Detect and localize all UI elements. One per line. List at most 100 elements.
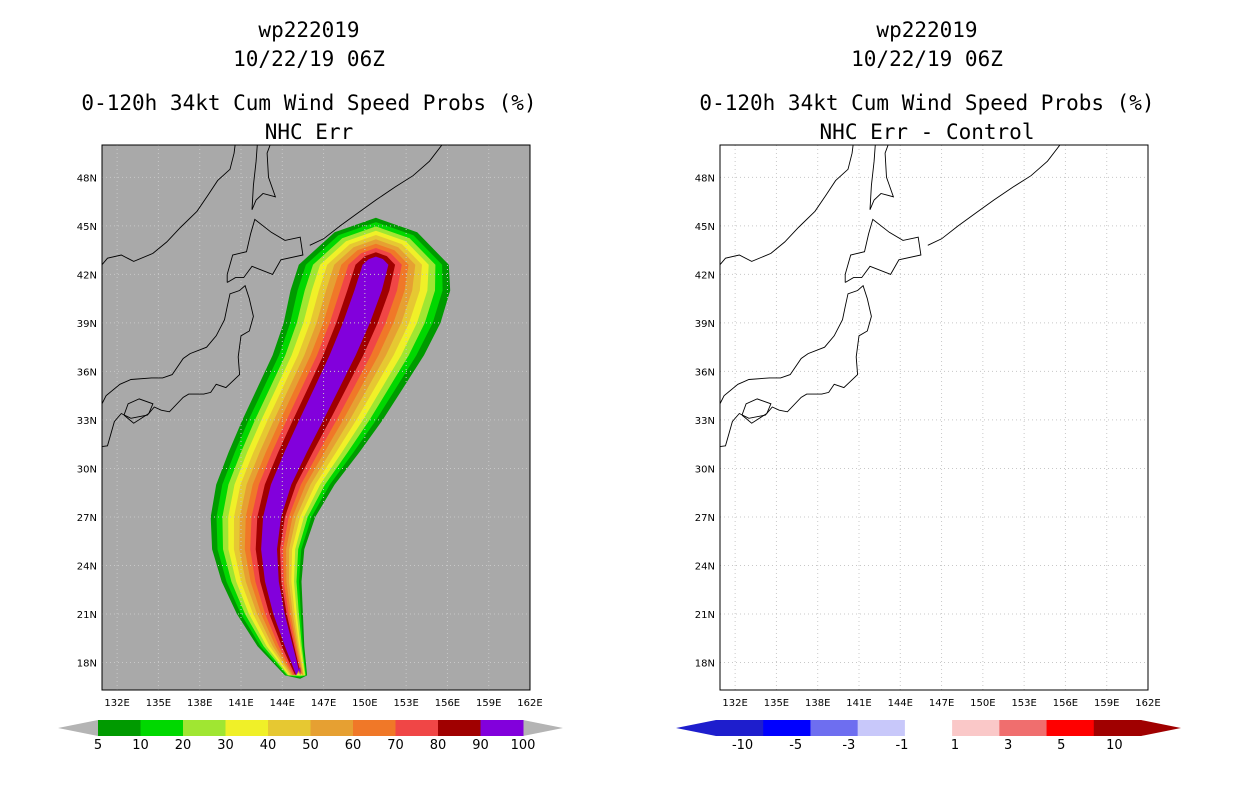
forecast-time: 10/22/19 06Z — [851, 47, 1003, 71]
lat-tick-label: 24N — [695, 561, 715, 572]
colorbar-box — [140, 720, 184, 736]
lon-tick-label: 138E — [187, 698, 212, 709]
lon-tick-label: 135E — [146, 698, 171, 709]
colorbar-label: 100 — [511, 738, 536, 753]
lat-tick-label: 24N — [77, 561, 97, 572]
colorbar-label: 1 — [951, 738, 959, 753]
map-layers — [720, 145, 1148, 690]
lat-tick-label: 21N — [77, 610, 97, 621]
lat-tick-label: 42N — [695, 270, 715, 281]
prob-contour-80 — [255, 252, 396, 676]
coastline — [309, 145, 443, 246]
colorbar-label: 10 — [132, 738, 149, 753]
colorbar-box — [1046, 720, 1095, 736]
colorbar-label: -1 — [895, 738, 908, 753]
colorbar-box — [353, 720, 396, 736]
coastline — [869, 145, 876, 210]
lon-tick-label: 147E — [311, 698, 336, 709]
colorbar-label: 90 — [472, 738, 489, 753]
prob-contour-90 — [261, 256, 389, 676]
coastline — [226, 218, 304, 283]
lat-tick-label: 33N — [77, 416, 97, 427]
lat-tick-label: 48N — [695, 173, 715, 184]
map-right: 132E 135E 138E 141E 144E 147E 150E 153E 156E 159E… — [676, 144, 1181, 753]
coastline — [251, 145, 277, 210]
panel-nhc-err: wp222019 10/22/19 06Z 0-120h 34kt Cum Wi… — [58, 18, 563, 753]
storm-id: wp222019 — [876, 18, 978, 42]
lon-tick-label: 135E — [764, 698, 789, 709]
colorbar-label: -10 — [732, 738, 753, 753]
colorbar-low-arrow — [676, 720, 716, 736]
lon-tick-label: 132E — [722, 698, 747, 709]
product-title: 0-120h 34kt Cum Wind Speed Probs (%) — [81, 91, 537, 115]
lat-tick-label: 27N — [695, 513, 715, 524]
map-background — [720, 145, 1148, 690]
map-frame — [719, 144, 1149, 691]
panel-subtitle: NHC Err - Control — [819, 120, 1035, 144]
colorbar-label: 5 — [1057, 738, 1065, 753]
lon-tick-label: 153E — [393, 698, 418, 709]
colorbar-box — [1093, 720, 1142, 736]
lat-tick-label: 30N — [695, 464, 715, 475]
lon-tick-label: 153E — [1011, 698, 1036, 709]
product-title: 0-120h 34kt Cum Wind Speed Probs (%) — [699, 91, 1155, 115]
coastline — [720, 145, 854, 265]
colorbar-label: 30 — [217, 738, 234, 753]
coastline — [720, 379, 721, 381]
colorbar-box — [716, 720, 764, 736]
coastline — [741, 398, 772, 424]
colorbar-label: 40 — [260, 738, 277, 753]
colorbar-box — [395, 720, 439, 736]
lat-tick-label: 21N — [695, 610, 715, 621]
colorbar-box — [268, 720, 311, 736]
lon-tick-label: 150E — [352, 698, 377, 709]
colorbar-label: 20 — [175, 738, 192, 753]
colorbar-box — [763, 720, 811, 736]
lon-tick-label: 147E — [929, 698, 954, 709]
lon-tick-label: 141E — [846, 698, 871, 709]
forecast-time: 10/22/19 06Z — [233, 47, 385, 71]
panel-nhc-err-control: wp222019 10/22/19 06Z 0-120h 34kt Cum Wi… — [618, 0, 1236, 800]
colorbar-box — [480, 720, 524, 736]
colorbar-label: 60 — [345, 738, 362, 753]
lon-tick-label: 150E — [970, 698, 995, 709]
coastline — [123, 398, 154, 424]
colorbar-box — [225, 720, 269, 736]
lat-tick-label: 36N — [77, 367, 97, 378]
colorbar-box — [183, 720, 226, 736]
lat-tick-label: 48N — [77, 173, 97, 184]
prob-contour-70 — [250, 248, 402, 676]
lon-tick-label: 141E — [228, 698, 253, 709]
colorbar-box — [999, 720, 1048, 736]
lat-tick-label: 42N — [77, 270, 97, 281]
lat-tick-label: 18N — [695, 659, 715, 670]
storm-id: wp222019 — [258, 18, 360, 42]
lon-tick-label: 156E — [1053, 698, 1078, 709]
lon-tick-label: 159E — [1094, 698, 1119, 709]
coastline — [720, 284, 872, 448]
coastline — [869, 145, 895, 210]
lat-tick-label: 33N — [695, 416, 715, 427]
lon-tick-label: 162E — [517, 698, 542, 709]
lon-tick-label: 138E — [805, 698, 830, 709]
colorbar-label: -5 — [789, 738, 802, 753]
colorbar-box — [857, 720, 906, 736]
lat-tick-label: 18N — [77, 659, 97, 670]
colorbar-label: 70 — [387, 738, 404, 753]
coastline — [102, 284, 254, 448]
coastline — [844, 218, 922, 283]
lat-tick-label: 36N — [695, 367, 715, 378]
colorbar-label: 3 — [1004, 738, 1012, 753]
lat-tick-label: 39N — [695, 319, 715, 330]
panel-subtitle: NHC Err — [264, 120, 354, 144]
lat-tick-label: 45N — [77, 222, 97, 233]
colorbar-box — [98, 720, 141, 736]
map-left: 132E 135E 138E 141E 144E 147E 150E 153E 156E 159E… — [58, 144, 563, 753]
lat-tick-label: 45N — [695, 222, 715, 233]
lon-tick-label: 156E — [435, 698, 460, 709]
coastline — [1065, 145, 1066, 146]
map-frame — [101, 144, 531, 691]
colorbar-box — [810, 720, 859, 736]
coastline — [102, 145, 236, 265]
colorbar-high-arrow — [523, 720, 563, 736]
